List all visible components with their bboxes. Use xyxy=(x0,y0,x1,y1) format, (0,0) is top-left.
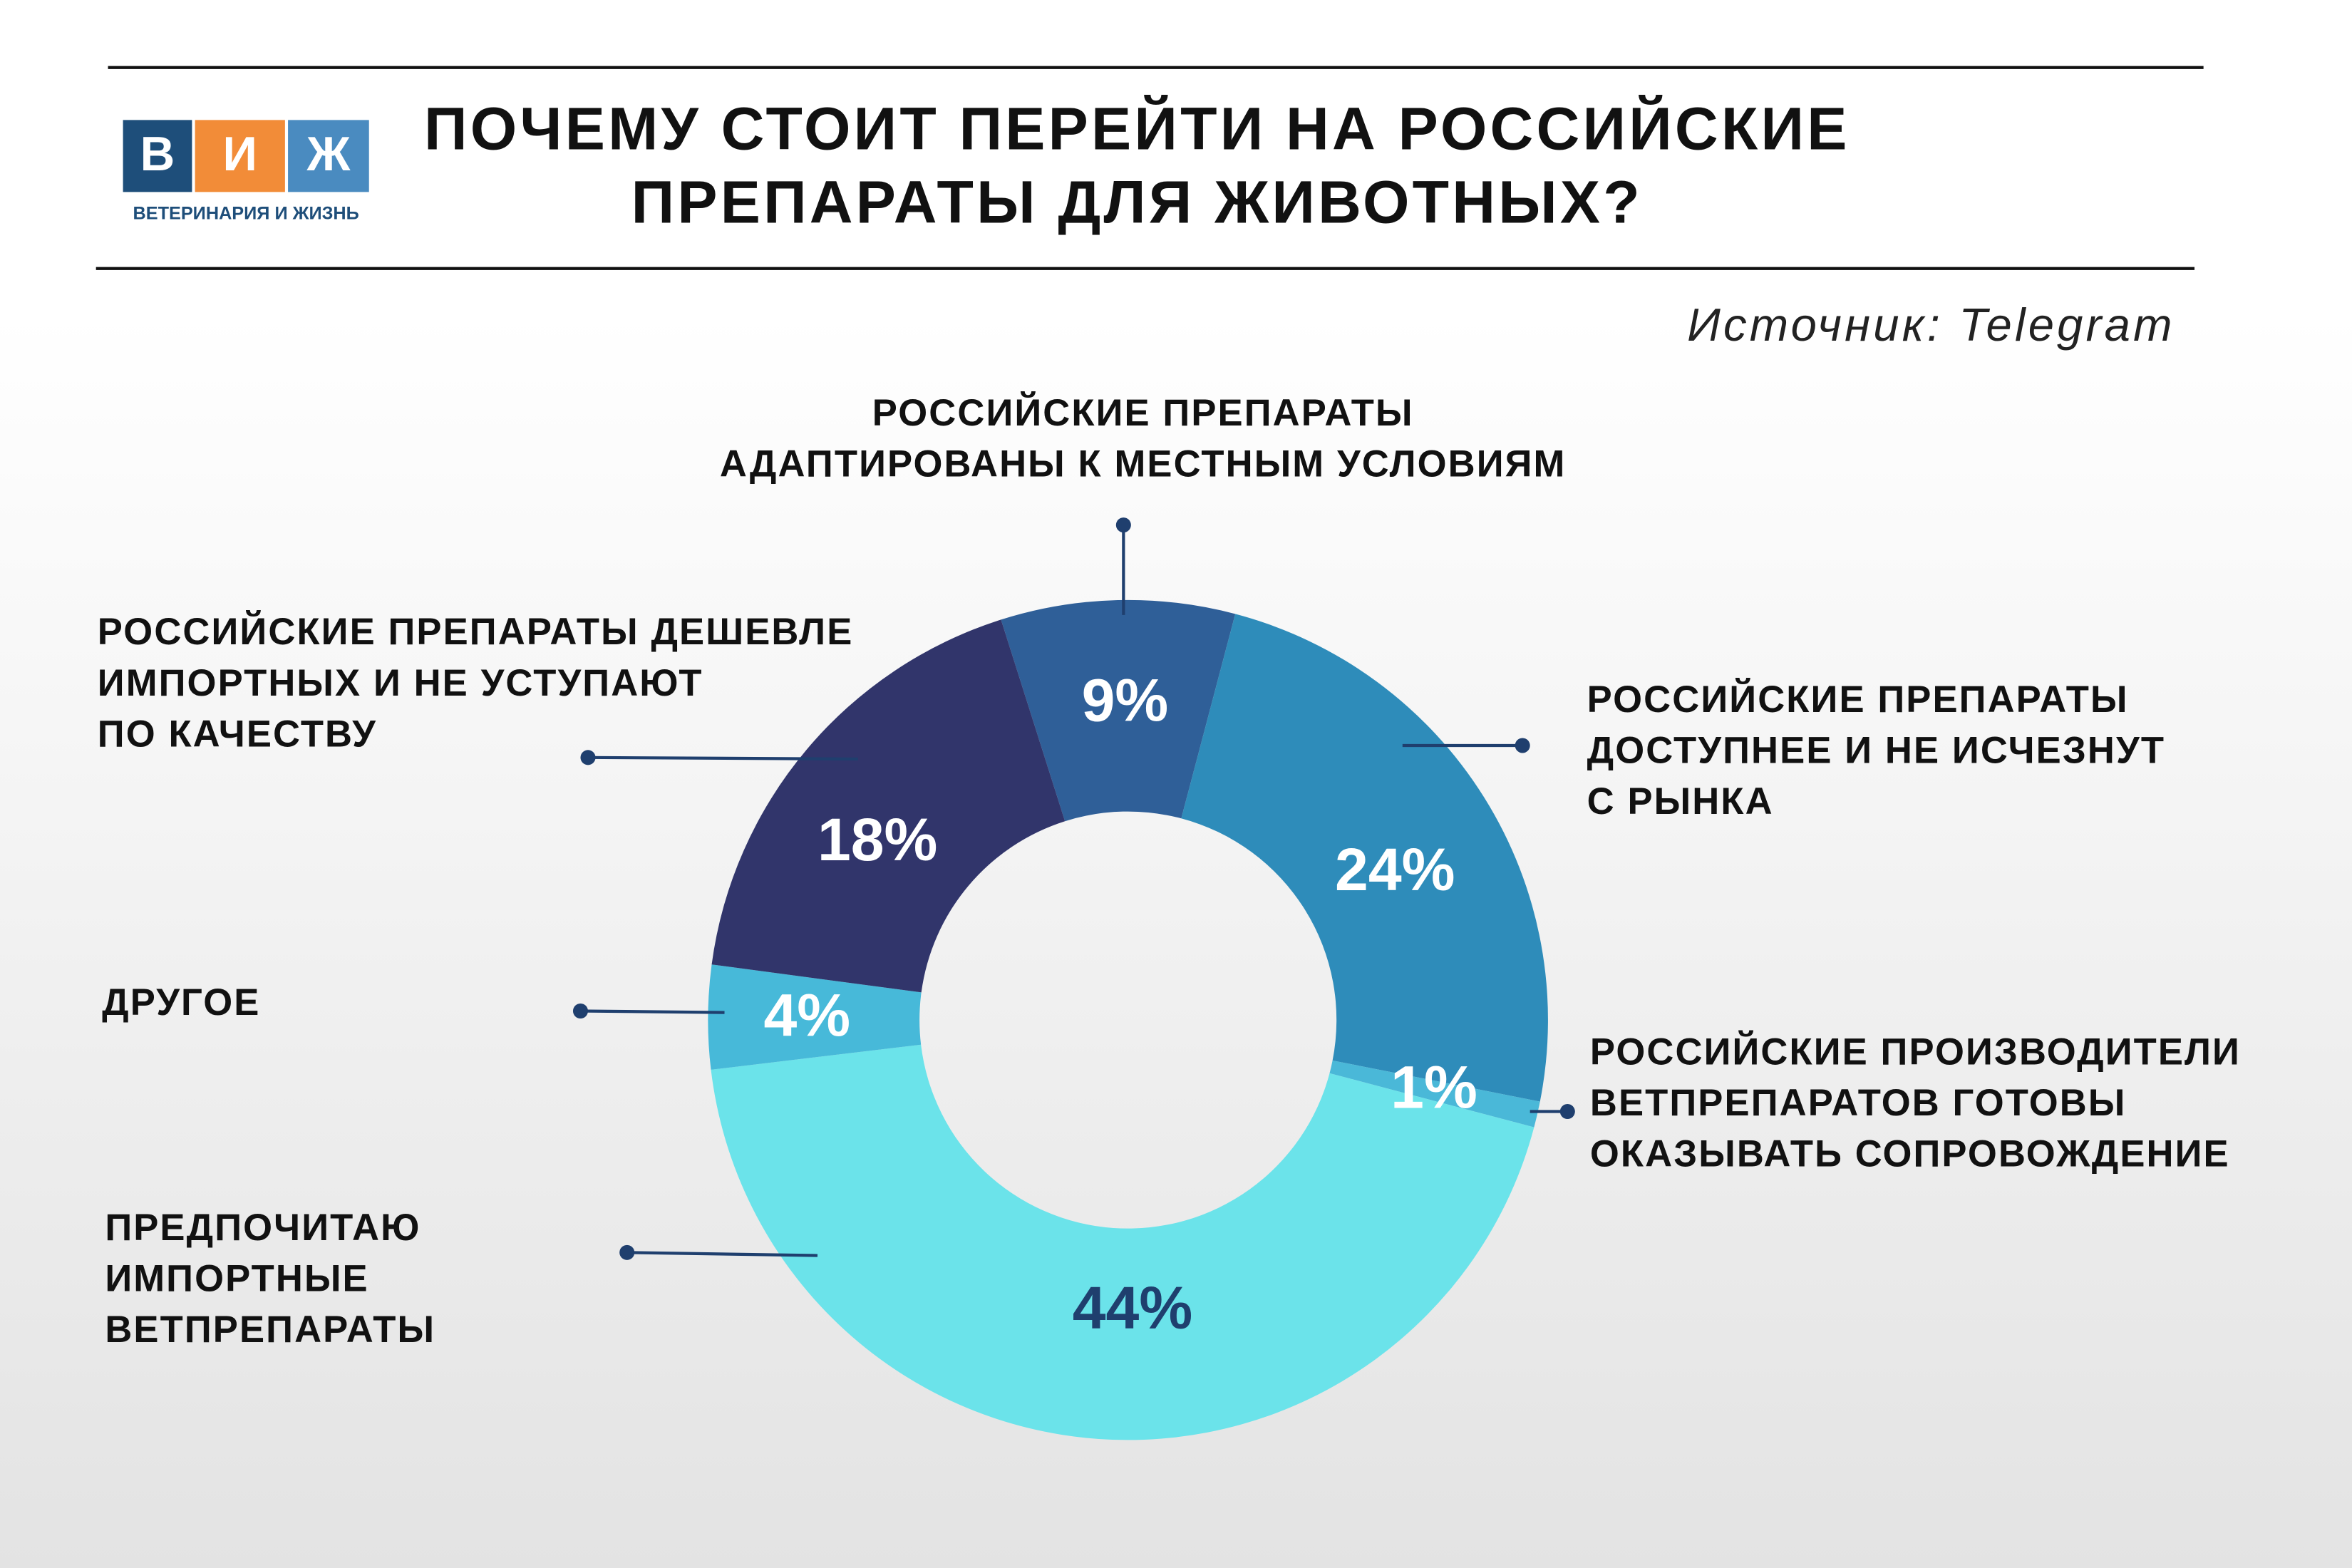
category-label: ПРЕДПОЧИТАЮ ИМПОРТНЫЕ ВЕТПРЕПАРАТЫ xyxy=(105,1207,435,1351)
category-label: РОССИЙСКИЕ ПРЕПАРАТЫ АДАПТИРОВАНЫ К МЕСТН… xyxy=(720,392,1567,485)
leader-line xyxy=(587,755,858,761)
logo-letter: В xyxy=(140,128,175,181)
value-label: 44% xyxy=(1073,1274,1192,1341)
leader-dot xyxy=(1115,517,1131,533)
category-label: РОССИЙСКИЕ ПРОИЗВОДИТЕЛИ ВЕТПРЕПАРАТОВ ГО… xyxy=(1590,1031,2241,1175)
value-label: 9% xyxy=(1082,666,1169,733)
leader-line xyxy=(626,1251,818,1257)
category-label: ДРУГОЕ xyxy=(102,981,260,1023)
leader-line xyxy=(580,1009,725,1014)
logo-letter: Ж xyxy=(306,128,351,181)
logo: В И Ж ВЕТЕРИНАРИЯ И ЖИЗНЬ xyxy=(123,120,369,224)
leader-dot xyxy=(1559,1103,1575,1120)
slice xyxy=(711,619,1066,993)
leader-dot xyxy=(572,1003,588,1019)
leader-dot xyxy=(619,1244,635,1260)
value-label: 18% xyxy=(817,806,937,873)
leader-dot xyxy=(1515,738,1530,753)
value-label: 24% xyxy=(1335,836,1455,903)
logo-box xyxy=(123,120,192,192)
logo-box xyxy=(288,120,369,192)
category-label: РОССИЙСКИЕ ПРЕПАРАТЫ ДОСТУПНЕЕ И НЕ ИСЧЕЗ… xyxy=(1587,679,2165,822)
slice xyxy=(1181,614,1548,1102)
slice xyxy=(1329,1060,1540,1128)
logo-letter: И xyxy=(223,128,257,181)
logo-box xyxy=(195,120,285,192)
chart-title: ПОЧЕМУ СТОИТ ПЕРЕЙТИ НА РОССИЙСКИЕ xyxy=(424,96,1850,163)
logo-caption: ВЕТЕРИНАРИЯ И ЖИЗНЬ xyxy=(133,204,359,224)
slice xyxy=(1001,599,1236,822)
chart-title: ПРЕПАРАТЫ ДЛЯ ЖИВОТНЫХ? xyxy=(631,169,1643,236)
slice xyxy=(708,964,922,1070)
source: Источник: Telegram xyxy=(1687,299,2175,351)
slice xyxy=(711,1044,1535,1440)
value-label: 1% xyxy=(1391,1053,1477,1120)
leader-dot xyxy=(580,750,596,765)
value-label: 4% xyxy=(763,981,850,1048)
category-label: РОССИЙСКИЕ ПРЕПАРАТЫ ДЕШЕВЛЕ ИМПОРТНЫХ И … xyxy=(98,611,854,755)
